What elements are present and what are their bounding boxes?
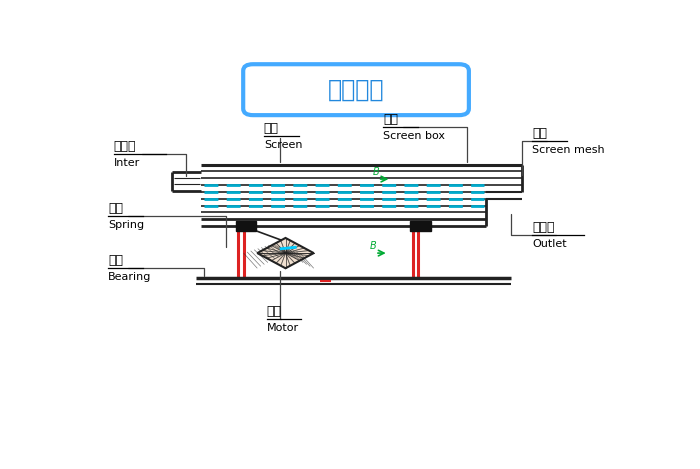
Text: 电机: 电机	[267, 305, 281, 318]
Text: Motor: Motor	[267, 323, 299, 333]
Text: B: B	[372, 167, 379, 177]
Text: Spring: Spring	[108, 220, 144, 230]
Text: Screen: Screen	[264, 140, 302, 150]
Text: 进料口: 进料口	[113, 140, 136, 153]
Text: Screen box: Screen box	[383, 131, 445, 141]
Text: 结构详解: 结构详解	[328, 77, 384, 101]
Polygon shape	[258, 238, 314, 268]
Text: Inter: Inter	[113, 158, 140, 168]
Text: 筛网: 筛网	[532, 128, 547, 140]
Bar	[236, 221, 256, 231]
Text: Outlet: Outlet	[532, 239, 567, 249]
Text: Bearing: Bearing	[108, 272, 151, 281]
Text: 筛箱: 筛箱	[383, 113, 398, 126]
Text: 出料口: 出料口	[532, 221, 555, 234]
Text: 筛框: 筛框	[264, 122, 279, 135]
Text: 支座: 支座	[108, 254, 123, 267]
Bar	[410, 221, 431, 231]
Text: B: B	[370, 241, 377, 251]
Text: 弹簧: 弹簧	[108, 202, 123, 215]
FancyBboxPatch shape	[243, 64, 469, 115]
Text: Screen mesh: Screen mesh	[532, 145, 605, 155]
